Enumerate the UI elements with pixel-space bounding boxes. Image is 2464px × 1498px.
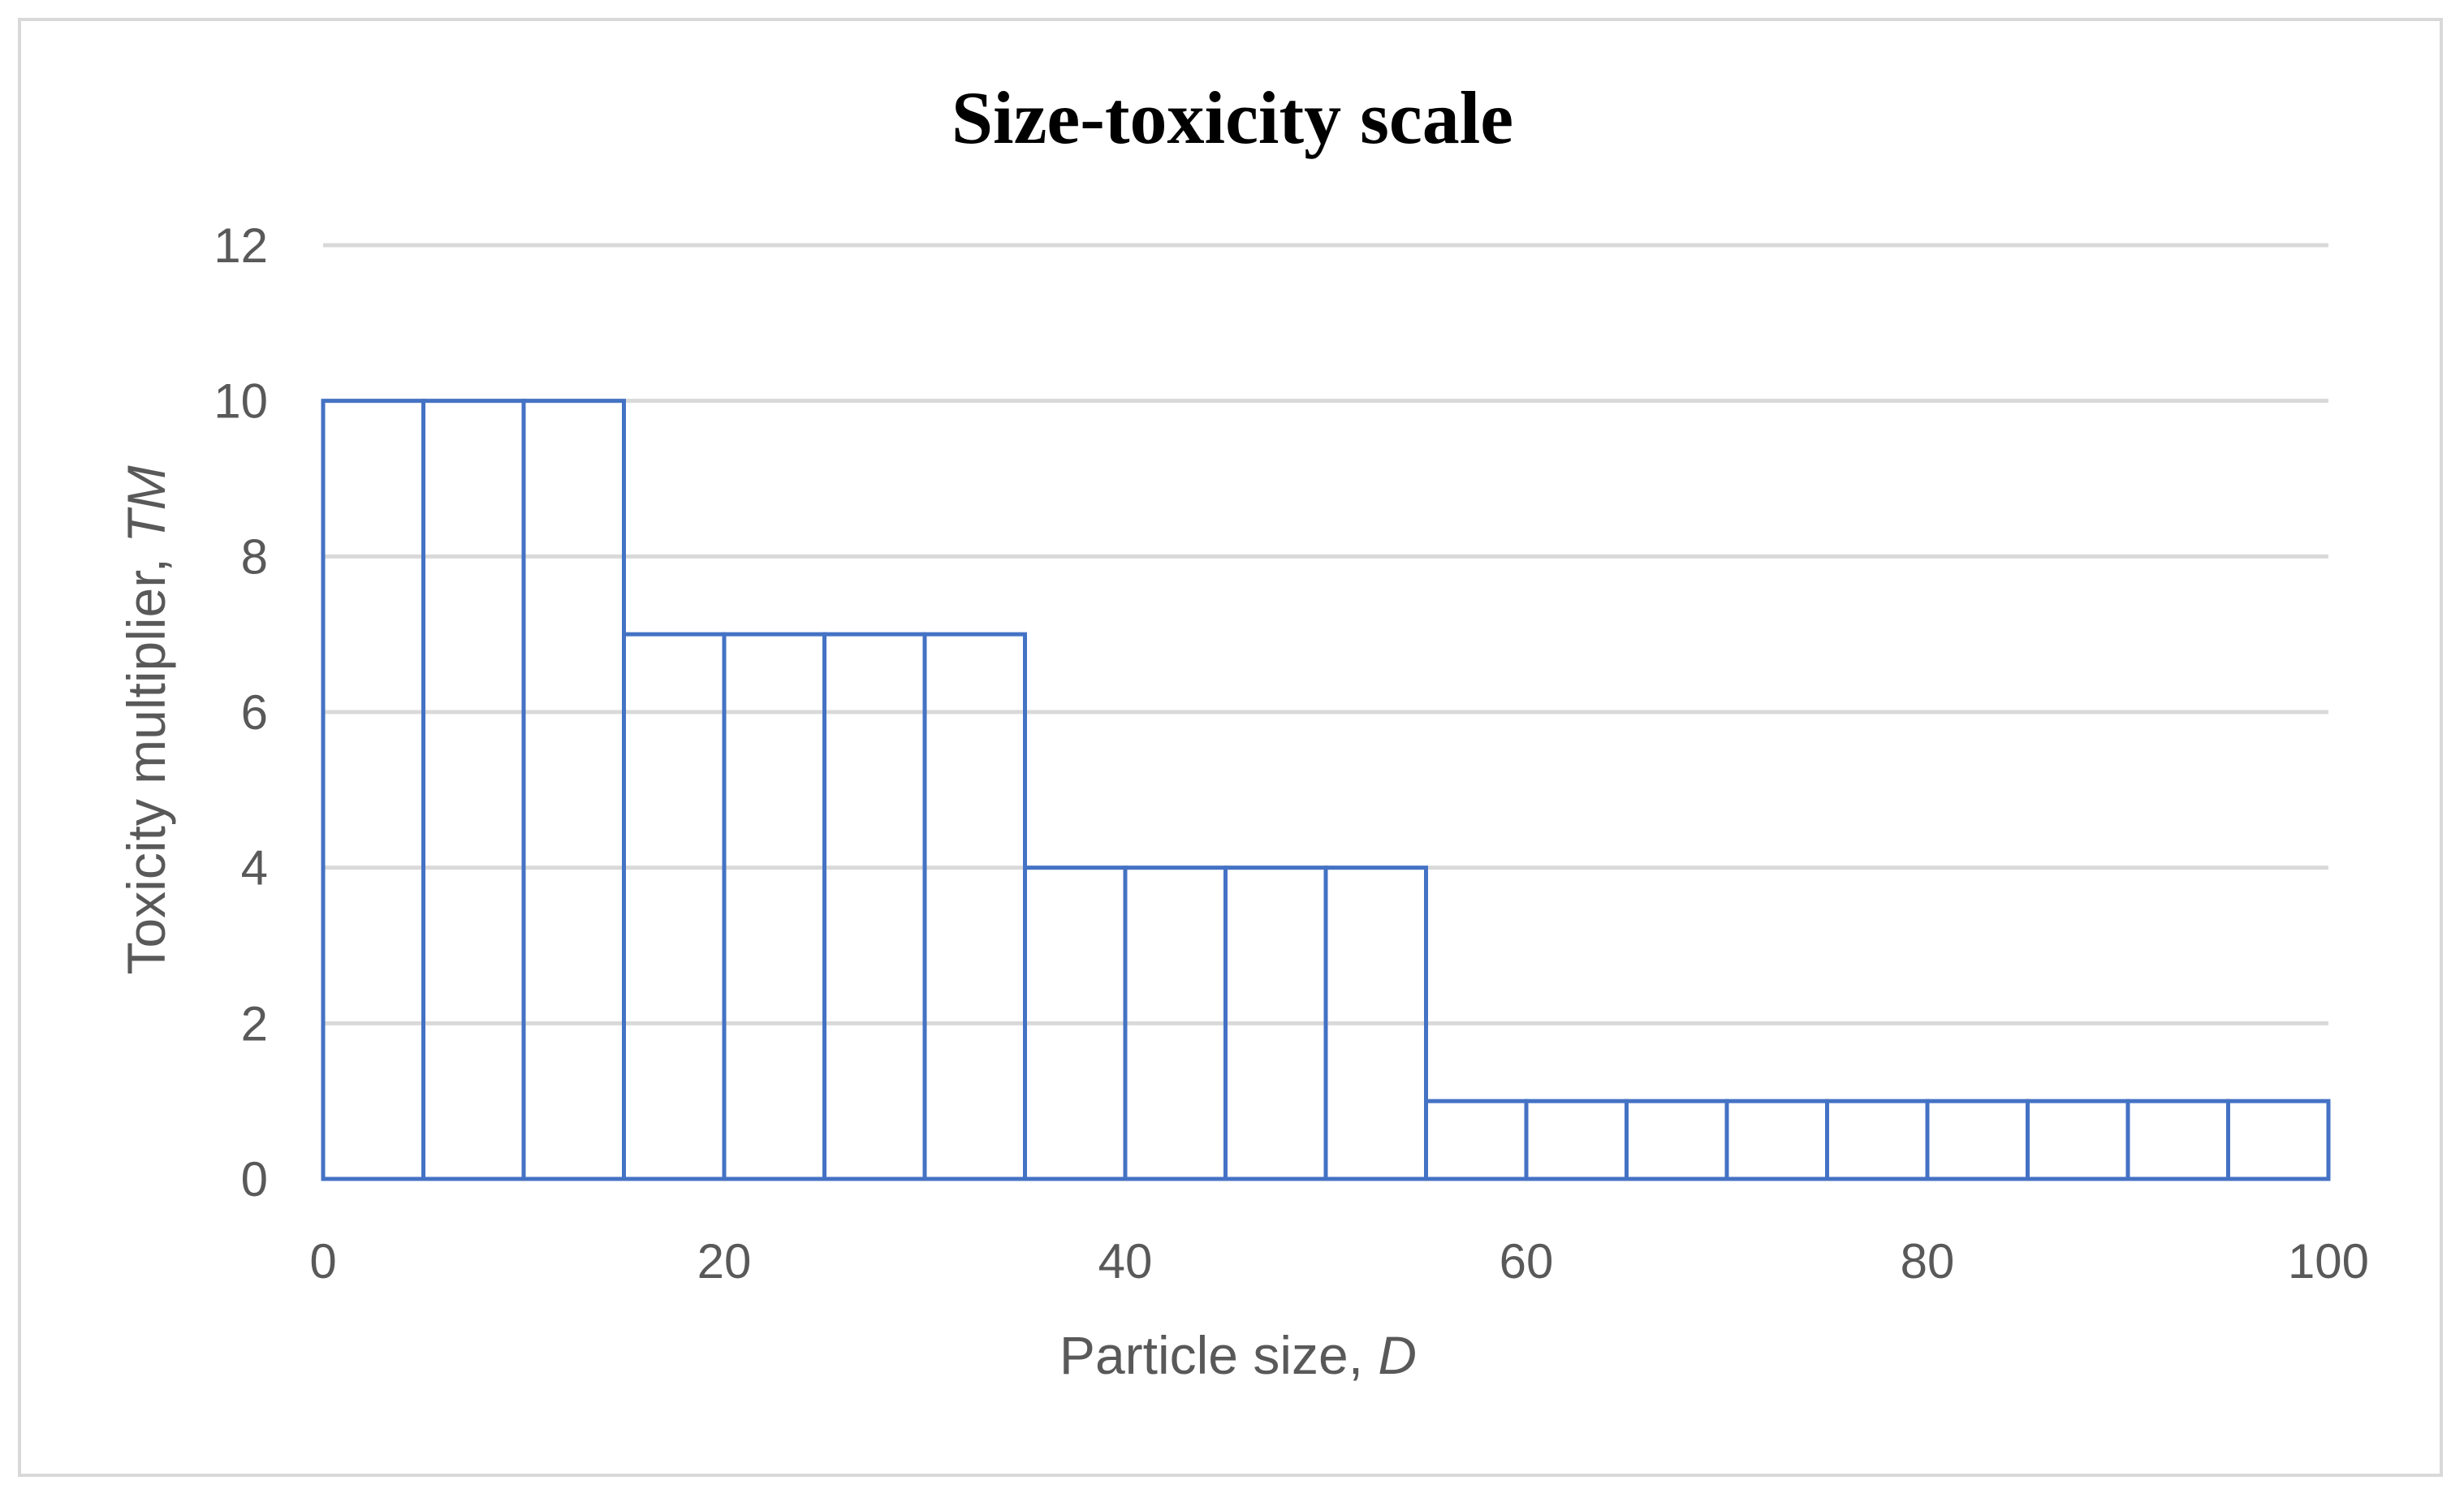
bar [722,632,826,1181]
x-tick-label: 80 [1901,1234,1955,1289]
bar [1323,866,1428,1181]
bar [2026,1099,2130,1181]
x-tick-label: 0 [309,1234,336,1289]
x-tick-label: 100 [2288,1234,2369,1289]
bars [321,399,2331,1181]
bar [2226,1099,2331,1181]
bar [321,399,425,1181]
y-axis-label: Toxicity multiplier, TM [116,465,176,974]
bar [1825,1099,1930,1181]
bar [1625,1099,1729,1181]
y-tick-label: 6 [241,685,268,740]
y-tick-label: 4 [241,841,268,896]
bar [2125,1099,2230,1181]
y-axis-label-text: Toxicity multiplier, [116,543,176,975]
y-tick-labels: 0 2 4 6 8 10 12 [214,218,268,1207]
x-axis-label-text: Particle size, [1059,1325,1378,1385]
y-tick-label: 12 [214,218,268,273]
y-tick-label: 0 [241,1152,268,1207]
y-axis-label-variable: TM [116,465,176,542]
x-tick-label: 60 [1500,1234,1554,1289]
x-axis-label-variable: D [1378,1325,1417,1385]
bar [1724,1099,1829,1181]
x-tick-labels: 0 20 40 60 80 100 [309,1234,2369,1289]
chart-title: Size-toxicity scale [952,76,1513,159]
bar [1524,1099,1629,1181]
x-tick-label: 20 [697,1234,752,1289]
bar [521,399,626,1181]
x-axis-label: Particle size, D [1059,1325,1417,1385]
bar [1424,1099,1529,1181]
bar [421,399,526,1181]
bar [1925,1099,2030,1181]
bar [622,632,727,1181]
y-tick-label: 10 [214,374,268,429]
bar [922,632,1027,1181]
y-tick-label: 8 [241,529,268,584]
bar [822,632,927,1181]
x-tick-label: 40 [1098,1234,1153,1289]
y-tick-label: 2 [241,996,268,1051]
